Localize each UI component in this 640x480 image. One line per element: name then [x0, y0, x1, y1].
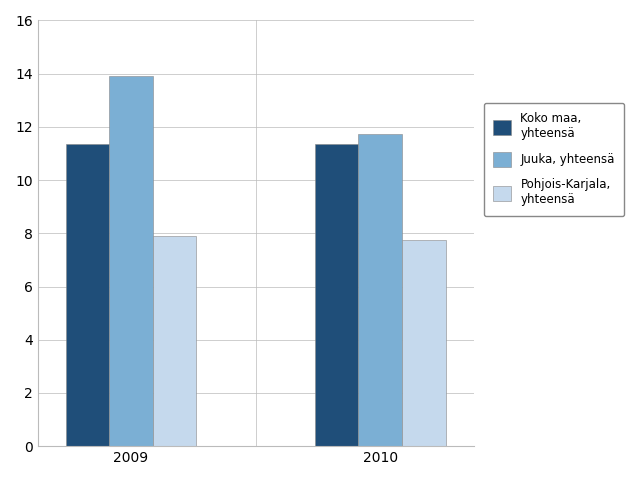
Bar	[358, 133, 402, 446]
Bar	[315, 144, 358, 446]
Bar	[153, 236, 196, 446]
Legend: Koko maa,
yhteensä, Juuka, yhteensä, Pohjois-Karjala,
yhteensä: Koko maa, yhteensä, Juuka, yhteensä, Poh…	[484, 103, 624, 216]
Bar	[402, 240, 445, 446]
Bar	[109, 76, 153, 446]
Bar	[66, 144, 109, 446]
